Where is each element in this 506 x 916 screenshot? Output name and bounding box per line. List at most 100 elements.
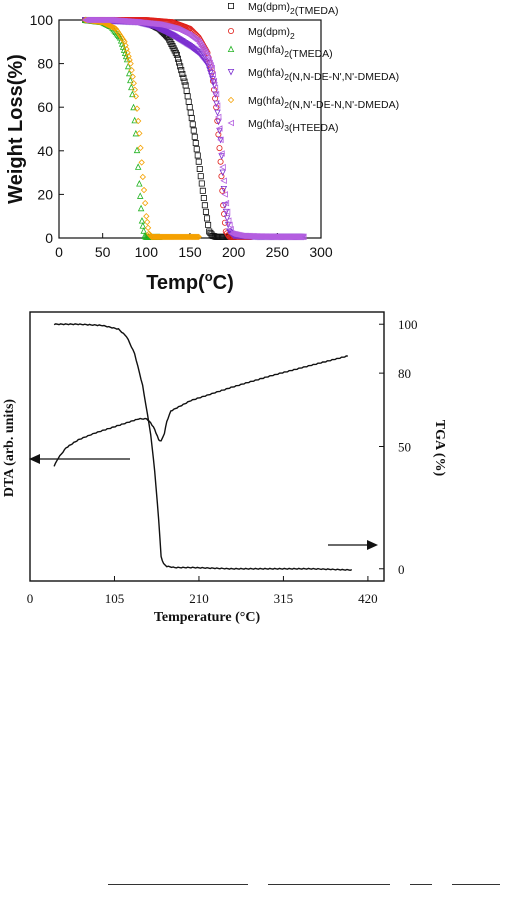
data-point <box>224 217 232 224</box>
dta-curve <box>53 355 348 467</box>
data-point <box>193 146 200 153</box>
data-point <box>138 217 146 224</box>
data-point <box>200 195 207 202</box>
data-point <box>222 199 230 207</box>
data-point <box>138 159 145 166</box>
legend-label: Mg(hfa)2(TMEDA) <box>248 44 333 60</box>
table-rule <box>410 884 432 885</box>
data-point <box>177 63 184 70</box>
tga-axis-arrow <box>328 540 378 550</box>
data-point <box>196 165 203 172</box>
series-3 <box>81 16 163 240</box>
data-point <box>206 59 213 67</box>
x-tick-label: 210 <box>189 591 209 606</box>
data-point <box>137 144 144 152</box>
legend-marker <box>227 69 235 76</box>
data-point <box>223 215 231 222</box>
x-tick-label: 0 <box>55 244 63 260</box>
data-point <box>210 77 218 85</box>
data-point <box>187 109 194 116</box>
data-point <box>209 76 216 83</box>
y-right-tick-label: 100 <box>398 317 418 332</box>
data-point <box>227 226 234 233</box>
data-point <box>197 173 204 180</box>
data-point <box>136 130 143 137</box>
data-point <box>297 233 305 241</box>
data-point <box>129 90 136 98</box>
legend-marker <box>227 27 234 34</box>
data-point <box>296 233 304 241</box>
data-point <box>207 69 214 77</box>
data-point <box>203 51 210 59</box>
data-point <box>136 192 144 199</box>
x-tick-label: 300 <box>309 244 333 260</box>
data-point <box>169 43 176 50</box>
data-point <box>168 40 175 47</box>
data-point <box>226 221 233 229</box>
data-point <box>132 93 140 100</box>
x-tick-label: 100 <box>135 244 159 260</box>
data-point <box>172 49 179 56</box>
data-point <box>217 136 224 144</box>
data-point <box>214 113 222 121</box>
data-point <box>139 173 147 181</box>
y-right-tick-label: 50 <box>398 440 411 455</box>
data-point <box>133 146 141 154</box>
data-point <box>220 185 228 193</box>
data-point <box>190 127 197 134</box>
data-point <box>189 121 196 128</box>
data-point <box>213 102 221 109</box>
dta-tga-chart: 0 105 210 315 420 0 50 80 100 Temperature (°C) DTA… <box>2 311 447 625</box>
x-tick-label: 250 <box>266 244 290 260</box>
x-tick-label: 0 <box>27 591 34 606</box>
data-point <box>142 199 149 207</box>
y-tick-label: 80 <box>37 56 53 72</box>
legend-marker <box>227 119 234 127</box>
data-point <box>188 115 195 122</box>
data-point <box>212 90 220 98</box>
data-point <box>204 215 211 222</box>
y-tick-label: 40 <box>37 143 53 159</box>
x-tick-label: 420 <box>358 591 378 606</box>
data-point <box>191 133 198 140</box>
data-point <box>207 229 214 236</box>
y-axis-label: Weight Loss(%) <box>5 54 27 204</box>
data-point <box>131 86 138 93</box>
data-point <box>179 70 186 77</box>
x-tick-label: 315 <box>274 591 294 606</box>
table-rule <box>108 884 248 885</box>
data-point <box>206 66 213 74</box>
data-point <box>139 222 147 229</box>
data-point <box>180 74 187 81</box>
data-point <box>202 49 209 56</box>
data-point <box>219 169 226 177</box>
data-point <box>219 163 226 171</box>
data-point <box>300 233 307 241</box>
data-point <box>214 109 221 117</box>
data-point <box>295 233 303 241</box>
data-point <box>185 98 192 105</box>
data-point <box>198 43 205 50</box>
x-tick-label: 200 <box>222 244 246 260</box>
x-axis-label: Temperature (°C) <box>154 610 261 625</box>
x-tick-label: 150 <box>178 244 202 260</box>
data-point <box>204 54 211 62</box>
data-point <box>218 153 225 160</box>
data-point <box>196 40 203 47</box>
table-rule <box>268 884 390 885</box>
data-point <box>183 87 190 94</box>
data-point <box>193 233 200 241</box>
data-point <box>215 118 222 126</box>
data-point <box>199 187 206 194</box>
data-point <box>129 73 136 80</box>
data-point <box>130 80 137 87</box>
legend-label: Mg(hfa)2(N,N'-DE-N,N'-DMEDA) <box>248 95 399 111</box>
data-point <box>207 62 214 69</box>
data-point <box>140 227 147 234</box>
y-right-tick-label: 0 <box>398 562 405 577</box>
x-tick-label: 50 <box>95 244 111 260</box>
data-point <box>221 219 228 226</box>
data-point <box>195 38 202 46</box>
x-axis-label: Temp(oC) <box>146 269 234 294</box>
legend-label: Mg(hfa)3(HTEEDA) <box>248 118 339 134</box>
